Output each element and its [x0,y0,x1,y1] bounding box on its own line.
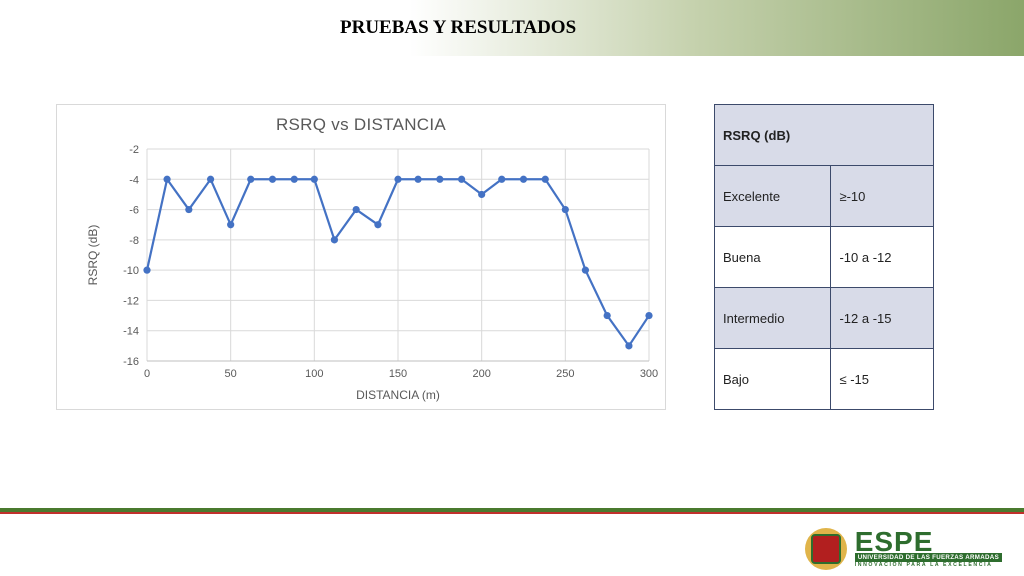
footer: ESPE UNIVERSIDAD DE LAS FUERZAS ARMADAS … [0,508,1024,576]
svg-text:300: 300 [640,368,658,380]
page-title: PRUEBAS Y RESULTADOS [340,17,576,39]
table-row: Buena-10 a -12 [715,227,934,288]
svg-text:100: 100 [305,368,323,380]
svg-text:50: 50 [225,368,237,380]
svg-text:-4: -4 [129,174,139,186]
svg-text:DISTANCIA (m): DISTANCIA (m) [356,388,440,402]
svg-text:250: 250 [556,368,574,380]
svg-text:-10: -10 [123,265,139,277]
espe-logo: ESPE UNIVERSIDAD DE LAS FUERZAS ARMADAS … [805,528,1002,570]
svg-text:RSRQ (dB): RSRQ (dB) [86,225,100,286]
header-bar: PRUEBAS Y RESULTADOS [0,0,1024,56]
svg-text:-12: -12 [123,295,139,307]
svg-text:-14: -14 [123,326,139,338]
crest-icon [805,528,847,570]
table-row: Bajo≤ -15 [715,349,934,410]
svg-text:-8: -8 [129,235,139,247]
table-header: RSRQ (dB) [715,105,934,166]
footer-accent-bars [0,508,1024,514]
rsrq-chart: RSRQ vs DISTANCIA -2-4-6-8-10-12-14-1605… [56,104,666,410]
table-row: Intermedio-12 a -15 [715,288,934,349]
svg-text:200: 200 [472,368,490,380]
logo-main: ESPE [855,530,1002,554]
content-area: RSRQ vs DISTANCIA -2-4-6-8-10-12-14-1605… [0,56,1024,410]
svg-text:-16: -16 [123,356,139,368]
rsrq-legend-table: RSRQ (dB) Excelente≥-10 Buena-10 a -12 I… [714,104,934,410]
chart-svg: -2 -4 -6 -8 -10 -12 -14 -16 0 50 100 150 200 250 300 DI… [57,105,667,411]
logo-sub2: INNOVACIÓN PARA LA EXCELENCIA [855,562,1002,568]
footer-bar-red [0,512,1024,514]
svg-text:150: 150 [389,368,407,380]
svg-text:0: 0 [144,368,150,380]
svg-text:-2: -2 [129,144,139,156]
table-row: Excelente≥-10 [715,166,934,227]
svg-text:-6: -6 [129,205,139,217]
